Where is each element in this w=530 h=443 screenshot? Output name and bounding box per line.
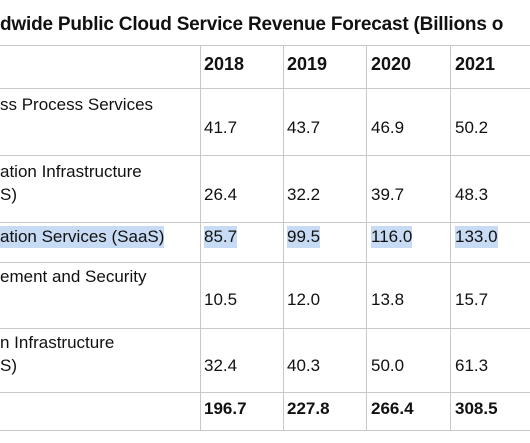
rule bbox=[0, 328, 530, 329]
rule bbox=[0, 222, 530, 223]
cell-value: 116.0 bbox=[371, 226, 413, 248]
cell-value: 48.3 bbox=[455, 185, 489, 204]
total-value: 196.7 bbox=[204, 399, 247, 418]
row-label: ation Infrastructure bbox=[0, 162, 142, 181]
column-rule bbox=[200, 45, 201, 430]
row-label: S) bbox=[0, 185, 17, 204]
cell-value: 13.8 bbox=[371, 290, 405, 309]
column-rule bbox=[283, 45, 284, 430]
cell-value: 46.9 bbox=[371, 118, 405, 137]
rule bbox=[0, 155, 530, 156]
rule bbox=[0, 430, 530, 431]
rule bbox=[0, 392, 530, 393]
cell-value: 99.5 bbox=[287, 226, 321, 248]
total-value: 308.5 bbox=[455, 399, 498, 418]
cell-value: 61.3 bbox=[455, 356, 489, 375]
rule bbox=[0, 45, 530, 46]
column-rule bbox=[366, 45, 367, 430]
cell-value: 12.0 bbox=[287, 290, 321, 309]
cell-value: 10.5 bbox=[204, 290, 238, 309]
cell-value: 39.7 bbox=[371, 185, 405, 204]
row-label: ss Process Services bbox=[0, 95, 154, 114]
cell-value: 26.4 bbox=[204, 185, 238, 204]
cell-value: 50.2 bbox=[455, 118, 489, 137]
rule bbox=[0, 88, 530, 89]
cell-value: 32.4 bbox=[204, 356, 238, 375]
total-value: 227.8 bbox=[287, 399, 330, 418]
column-header: 2020 bbox=[371, 54, 412, 74]
table-title: dwide Public Cloud Service Revenue Forec… bbox=[0, 14, 504, 35]
rule bbox=[0, 262, 530, 263]
cell-value: 41.7 bbox=[204, 118, 238, 137]
total-value: 266.4 bbox=[371, 399, 414, 418]
cell-value: 40.3 bbox=[287, 356, 321, 375]
cell-value: 133.0 bbox=[455, 226, 498, 248]
row-label: n Infrastructure bbox=[0, 333, 115, 352]
column-header: 2021 bbox=[455, 54, 496, 74]
row-label: S) bbox=[0, 356, 17, 375]
cell-value: 32.2 bbox=[287, 185, 321, 204]
column-header: 2018 bbox=[204, 54, 245, 74]
column-header: 2019 bbox=[287, 54, 328, 74]
row-label: ation Services (SaaS) bbox=[0, 226, 165, 248]
cell-value: 43.7 bbox=[287, 118, 321, 137]
cell-value: 50.0 bbox=[371, 356, 405, 375]
cell-value: 15.7 bbox=[455, 290, 489, 309]
cell-value: 85.7 bbox=[204, 226, 238, 248]
row-label: ement and Security bbox=[0, 267, 147, 286]
column-rule bbox=[450, 45, 451, 430]
